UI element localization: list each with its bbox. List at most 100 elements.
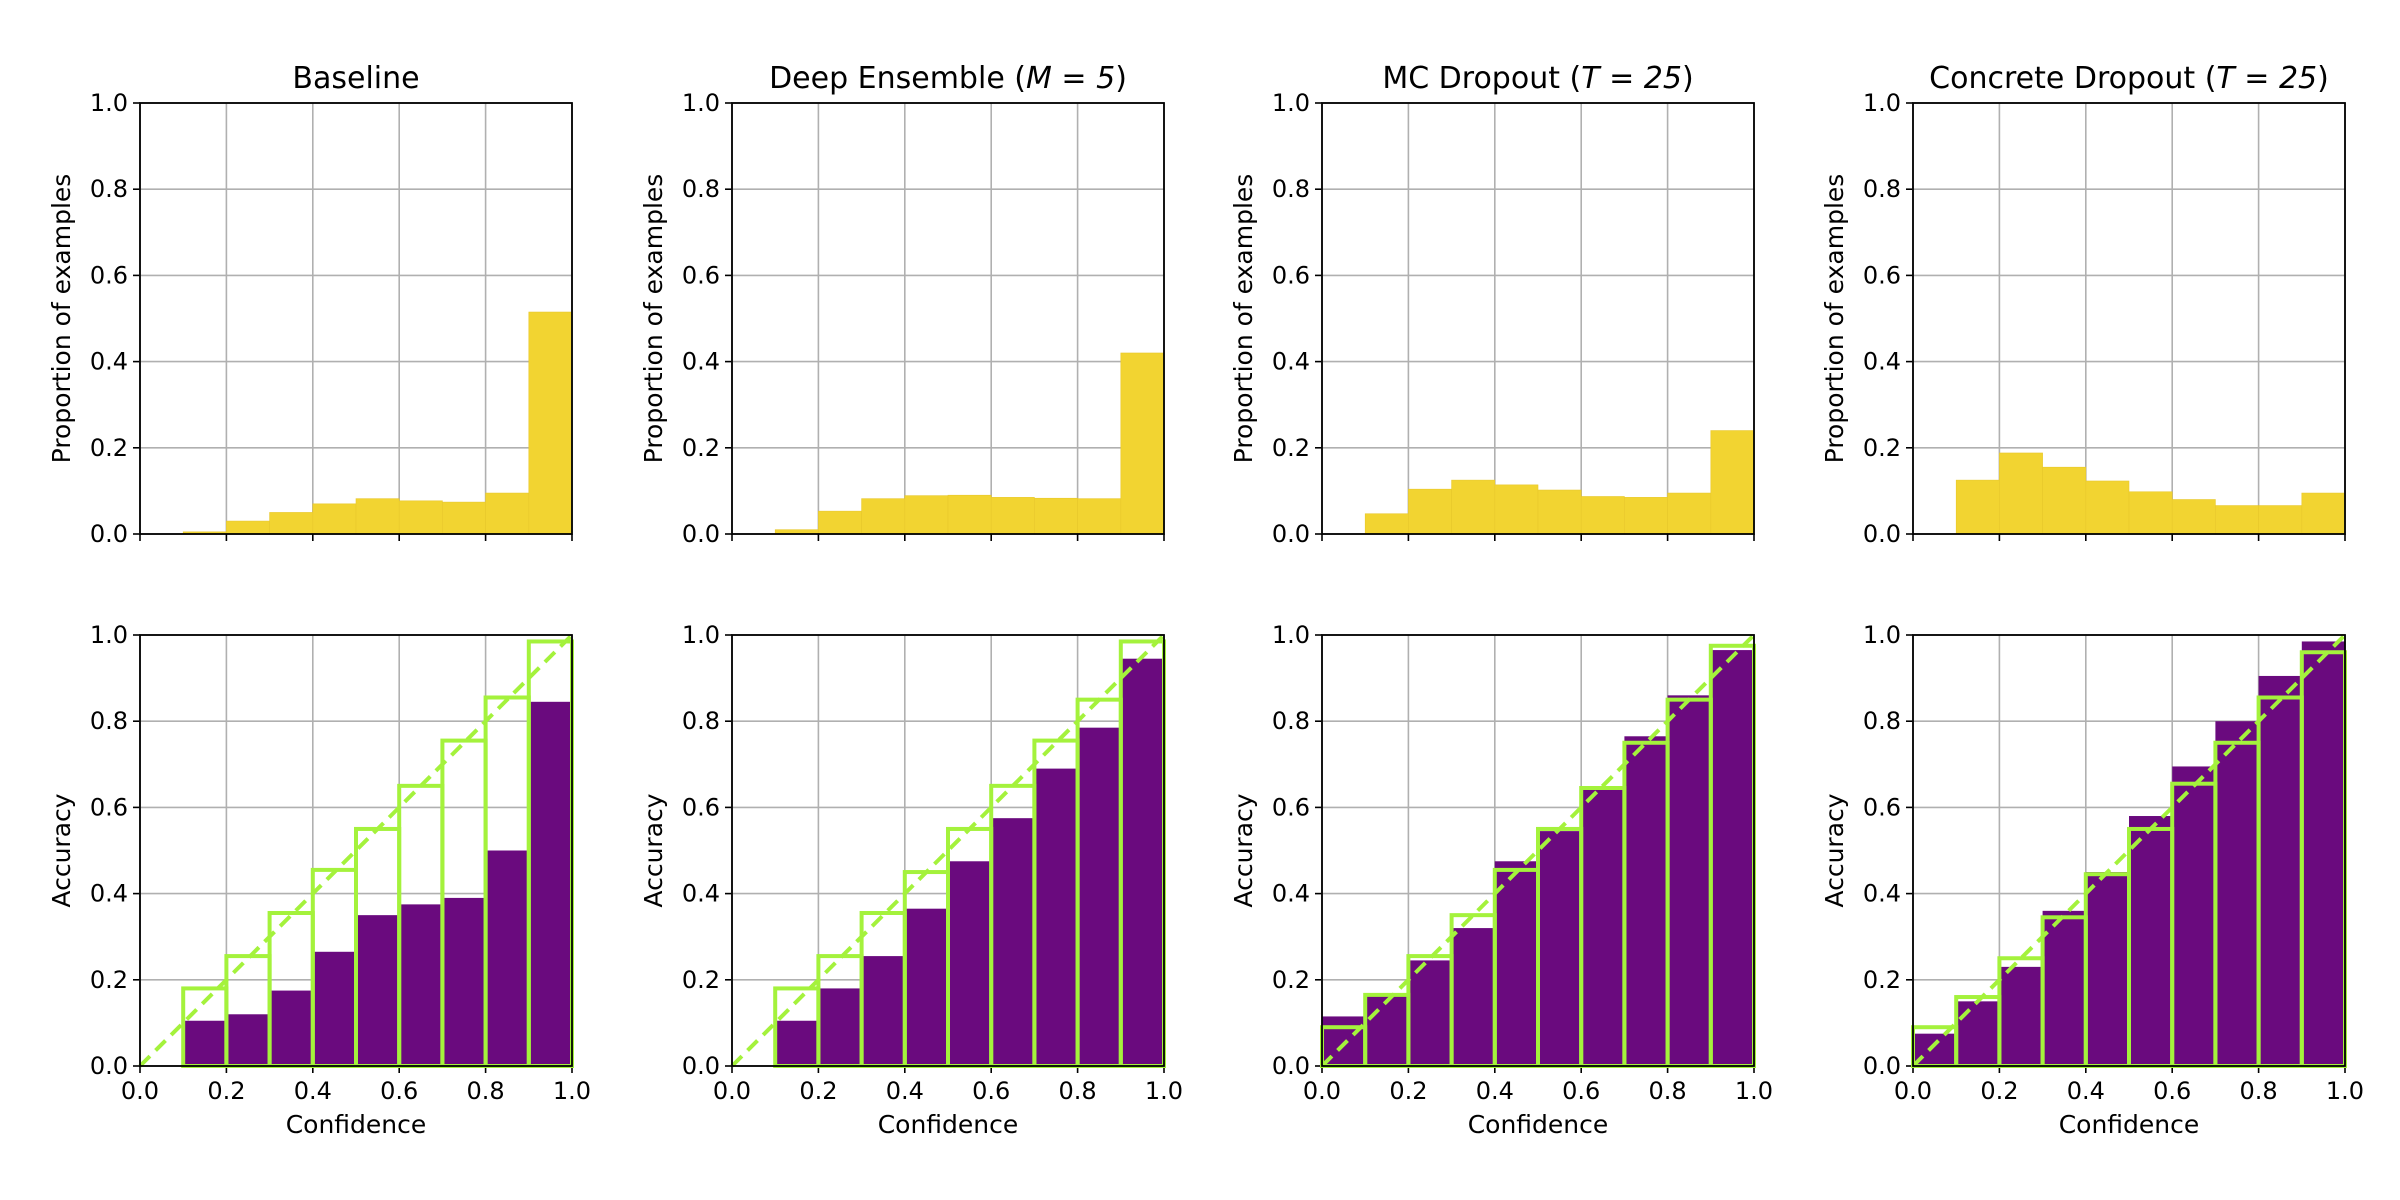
confidence-bar xyxy=(1364,513,1409,535)
confidence-bar xyxy=(485,492,530,535)
reliability-diagram: 0.0 0.2 0.4 0.6 0.8 1.0 0.0 0.2 0.4 0.6 0.8 1.0 Accu… xyxy=(639,621,1183,1139)
axes-frame xyxy=(139,102,573,535)
y-axis-label: Accuracy xyxy=(639,793,668,907)
x-tick-label: 1.0 xyxy=(1735,1077,1773,1105)
x-tick-label: 0.2 xyxy=(799,1077,837,1105)
accuracy-bar xyxy=(1956,1001,2000,1066)
x-tick-label: 0.6 xyxy=(380,1077,418,1105)
x-tick-label: 0.0 xyxy=(713,1077,751,1105)
confidence-bar xyxy=(947,494,992,535)
y-tick-label: 0.0 xyxy=(682,1052,720,1080)
perfect-calibration-line xyxy=(138,633,574,1068)
y-axis-label: Proportion of examples xyxy=(47,174,76,464)
confidence-bar xyxy=(442,501,486,535)
confidence-bar xyxy=(355,498,400,535)
accuracy-bar xyxy=(2042,910,2086,1066)
y-tick-label: 0.4 xyxy=(1272,880,1310,908)
y-tick-label: 0.0 xyxy=(682,520,720,548)
x-tick-label: 0.8 xyxy=(467,1077,505,1105)
y-axis-label: Accuracy xyxy=(47,793,76,907)
y-tick-label: 0.6 xyxy=(1272,261,1310,289)
y-tick-label: 0.0 xyxy=(1272,520,1310,548)
confidence-bar xyxy=(1494,484,1539,535)
accuracy-bar xyxy=(2172,766,2216,1066)
accuracy-bar xyxy=(1077,727,1121,1066)
accuracy-bar xyxy=(991,818,1035,1066)
accuracy-bar xyxy=(485,850,529,1066)
y-tick-label: 0.8 xyxy=(1863,175,1901,203)
confidence-bar xyxy=(528,311,573,535)
reliability-diagram: 0.0 0.2 0.4 0.6 0.8 1.0 0.0 0.2 0.4 0.6 0.8 1.0 Accu… xyxy=(47,621,591,1139)
perfect-calibration-line xyxy=(1320,633,1756,1068)
y-tick-label: 0.4 xyxy=(1863,348,1901,376)
confidence-bar xyxy=(1999,452,2043,535)
y-tick-label: 0.4 xyxy=(1863,880,1901,908)
x-tick-label: 1.0 xyxy=(2326,1077,2364,1105)
y-tick-label: 0.6 xyxy=(682,793,720,821)
confidence-bar xyxy=(2258,505,2303,535)
y-tick-label: 0.6 xyxy=(682,261,720,289)
accuracy-bar xyxy=(1999,966,2043,1066)
x-axis-label: Confidence xyxy=(286,1110,427,1139)
axes-frame xyxy=(731,102,1165,535)
x-tick-label: 0.2 xyxy=(1980,1077,2018,1105)
confidence-bar xyxy=(2171,499,2216,535)
accuracy-bar xyxy=(904,908,948,1066)
y-tick-label: 1.0 xyxy=(682,621,720,649)
y-tick-label: 0.4 xyxy=(90,880,128,908)
y-axis-label: Proportion of examples xyxy=(1229,174,1258,464)
x-axis-label: Confidence xyxy=(2059,1110,2200,1139)
y-tick-label: 0.6 xyxy=(90,261,128,289)
panel-title: MC Dropout (T = 25) xyxy=(1382,61,1693,96)
confidence-bar xyxy=(1624,497,1668,535)
y-tick-label: 1.0 xyxy=(1863,89,1901,117)
confidence-histogram: 0.0 0.2 0.4 0.6 0.8 1.0 Proportion of examples xyxy=(639,89,1165,548)
accuracy-bar xyxy=(1494,861,1538,1066)
accuracy-bar xyxy=(312,951,356,1066)
y-tick-label: 0.0 xyxy=(90,1052,128,1080)
accuracy-bar xyxy=(269,990,313,1066)
confidence-bar xyxy=(2215,505,2259,535)
confidence-histogram: 0.0 0.2 0.4 0.6 0.8 1.0 Proportion of examples xyxy=(1820,89,2346,548)
y-tick-label: 1.0 xyxy=(1272,621,1310,649)
confidence-bar xyxy=(1120,352,1165,535)
accuracy-bar xyxy=(1120,658,1164,1066)
confidence-bar xyxy=(1077,498,1122,535)
x-tick-label: 0.2 xyxy=(1389,1077,1427,1105)
accuracy-bar xyxy=(2301,641,2345,1066)
panel-title-text: Concrete Dropout ( xyxy=(1929,61,2216,96)
y-tick-label: 0.2 xyxy=(1863,434,1901,462)
confidence-bar xyxy=(904,495,949,535)
y-tick-label: 1.0 xyxy=(90,621,128,649)
panel-title-close: ) xyxy=(2317,61,2329,96)
y-tick-label: 0.4 xyxy=(1272,348,1310,376)
accuracy-bar xyxy=(1581,788,1625,1066)
axes-frame xyxy=(1912,102,2346,535)
y-axis-label: Proportion of examples xyxy=(1820,174,1849,464)
confidence-bar xyxy=(1580,496,1625,535)
accuracy-bar xyxy=(1538,831,1582,1066)
confidence-bar xyxy=(398,500,443,535)
y-tick-label: 0.4 xyxy=(90,348,128,376)
accuracy-bar xyxy=(1408,960,1452,1066)
reliability-diagram: 0.0 0.2 0.4 0.6 0.8 1.0 0.0 0.2 0.4 0.6 0.8 1.0 Accu… xyxy=(1820,621,2364,1139)
y-tick-label: 0.4 xyxy=(682,348,720,376)
y-tick-label: 0.2 xyxy=(1272,434,1310,462)
y-tick-label: 1.0 xyxy=(1272,89,1310,117)
accuracy-bar xyxy=(528,701,572,1066)
axes-frame xyxy=(139,634,573,1067)
panel-0: Baseline 0.0 0.2 0.4 0.6 0.8 1.0 Proportion of … xyxy=(47,61,591,1139)
confidence-bar xyxy=(990,497,1035,535)
x-tick-label: 1.0 xyxy=(553,1077,591,1105)
y-tick-label: 0.0 xyxy=(1272,1052,1310,1080)
accuracy-bar xyxy=(2129,816,2173,1066)
confidence-bar xyxy=(818,510,862,535)
y-tick-label: 1.0 xyxy=(682,89,720,117)
confidence-bar xyxy=(312,503,357,535)
confidence-bar xyxy=(2042,466,2087,535)
confidence-bar xyxy=(2085,480,2130,535)
confidence-histogram: 0.0 0.2 0.4 0.6 0.8 1.0 Proportion of examples xyxy=(47,89,573,548)
confidence-bar xyxy=(1451,479,1496,535)
axes-frame xyxy=(1321,102,1755,535)
accuracy-bar xyxy=(1365,994,1409,1066)
